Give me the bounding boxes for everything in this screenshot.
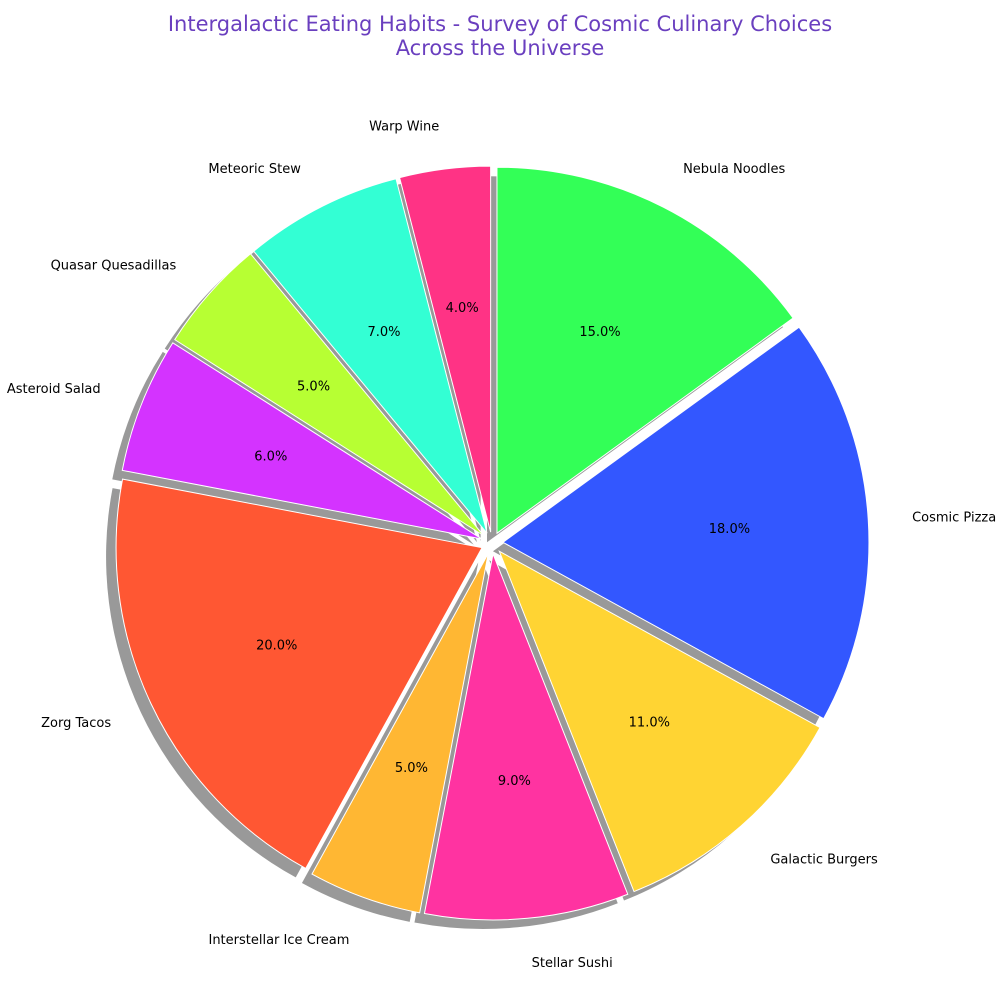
slice-label-meteoric-stew: Meteoric Stew — [208, 162, 301, 177]
slice-label-nebula-noodles: Nebula Noodles — [683, 162, 785, 177]
slice-label-asteroid-salad: Asteroid Salad — [7, 382, 101, 397]
pie-slice-zorg-tacos — [115, 478, 483, 870]
slice-pct-warp-wine: 4.0% — [446, 301, 479, 316]
slice-label-cosmic-pizza: Cosmic Pizza — [912, 511, 996, 526]
pie-slice-interstellar-ice-cream — [311, 553, 489, 914]
pie-slice-nebula-noodles — [496, 166, 794, 535]
pie-slice-asteroid-salad — [121, 342, 483, 540]
pie-slice-warp-wine — [398, 165, 492, 533]
pie-slice-cosmic-pizza — [502, 326, 870, 720]
slice-pct-cosmic-pizza: 18.0% — [709, 522, 750, 537]
slice-pct-galactic-burgers: 11.0% — [629, 715, 670, 730]
pie-slice-meteoric-stew — [253, 178, 488, 534]
pie-slice-quasar-quesadillas — [174, 253, 485, 537]
slice-label-zorg-tacos: Zorg Tacos — [41, 716, 111, 731]
slice-label-galactic-burgers: Galactic Burgers — [770, 853, 878, 868]
slice-pct-stellar-sushi: 9.0% — [498, 774, 531, 789]
pie-slice-galactic-burgers — [498, 550, 821, 893]
slice-pct-zorg-tacos: 20.0% — [256, 638, 297, 653]
slice-layer — [115, 165, 870, 921]
label-layer: Nebula Noodles 15.0% Cosmic Pizza 18.0% Gala… — [7, 119, 996, 971]
slice-pct-interstellar-ice-cream: 5.0% — [395, 761, 428, 776]
slice-pct-nebula-noodles: 15.0% — [579, 325, 620, 340]
slice-pct-meteoric-stew: 7.0% — [367, 325, 400, 340]
slice-pct-asteroid-salad: 6.0% — [254, 449, 287, 464]
slice-pct-quasar-quesadillas: 5.0% — [297, 380, 330, 395]
pie-slice-stellar-sushi — [423, 552, 629, 921]
chart-title: Intergalactic Eating Habits - Survey of … — [167, 12, 833, 60]
slice-label-stellar-sushi: Stellar Sushi — [532, 956, 613, 971]
slice-label-interstellar-ice-cream: Interstellar Ice Cream — [208, 933, 349, 948]
slice-label-quasar-quesadillas: Quasar Quesadillas — [51, 259, 177, 274]
slice-label-warp-wine: Warp Wine — [369, 119, 439, 134]
